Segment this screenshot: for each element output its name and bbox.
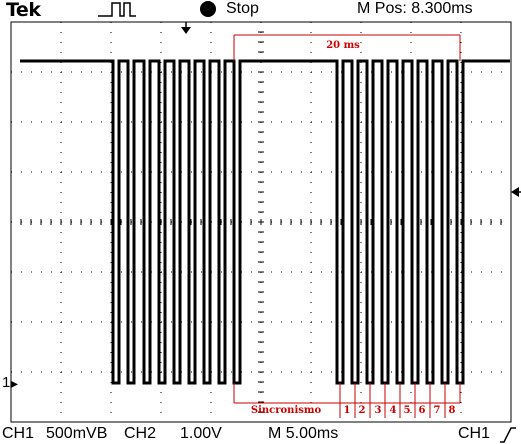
channel-number-annotation: 3 <box>375 405 382 416</box>
channel-number-annotation: 4 <box>390 405 397 416</box>
horizontal-position-readout: M Pos: 8.300ms <box>357 0 473 17</box>
ch2-label[interactable]: CH2 <box>124 425 157 442</box>
ch1-label[interactable]: CH1 <box>2 425 35 442</box>
run-state-label: Stop <box>226 0 259 17</box>
channel-number-annotation: 1 <box>344 405 351 416</box>
trigger-source-label: CH1 <box>458 425 491 442</box>
ch1-ground-marker[interactable]: 1▶ <box>2 374 18 394</box>
graticule-grid <box>10 21 512 423</box>
channel-number-annotation: 5 <box>404 405 411 416</box>
annotation-overlay: 20 ms Sincronismo 1 2 3 4 5 6 7 8 <box>233 34 461 418</box>
ch1-ground-arrow-icon: ▶ <box>10 379 19 390</box>
brand-logo: Tek <box>6 0 41 21</box>
frame-duration-annotation: 20 ms <box>326 40 360 51</box>
ch1-waveform-trace <box>20 59 510 385</box>
channel-number-annotation: 8 <box>449 405 456 416</box>
trigger-position-marker[interactable] <box>181 27 191 34</box>
channel-number-annotation: 2 <box>359 405 366 416</box>
channel-number-annotation: 7 <box>434 405 441 416</box>
timebase-readout: M 5.00ms <box>268 425 339 442</box>
ch1-ground-label: 1 <box>2 374 11 391</box>
channel-number-annotation: 6 <box>419 405 426 416</box>
stop-status-icon <box>200 1 216 17</box>
ch2-scale-readout: 1.00V <box>180 425 222 442</box>
sync-annotation: Sincronismo <box>251 405 322 416</box>
ch1-scale-readout: 500mVB <box>46 425 108 442</box>
trigger-level-marker[interactable] <box>511 187 519 197</box>
